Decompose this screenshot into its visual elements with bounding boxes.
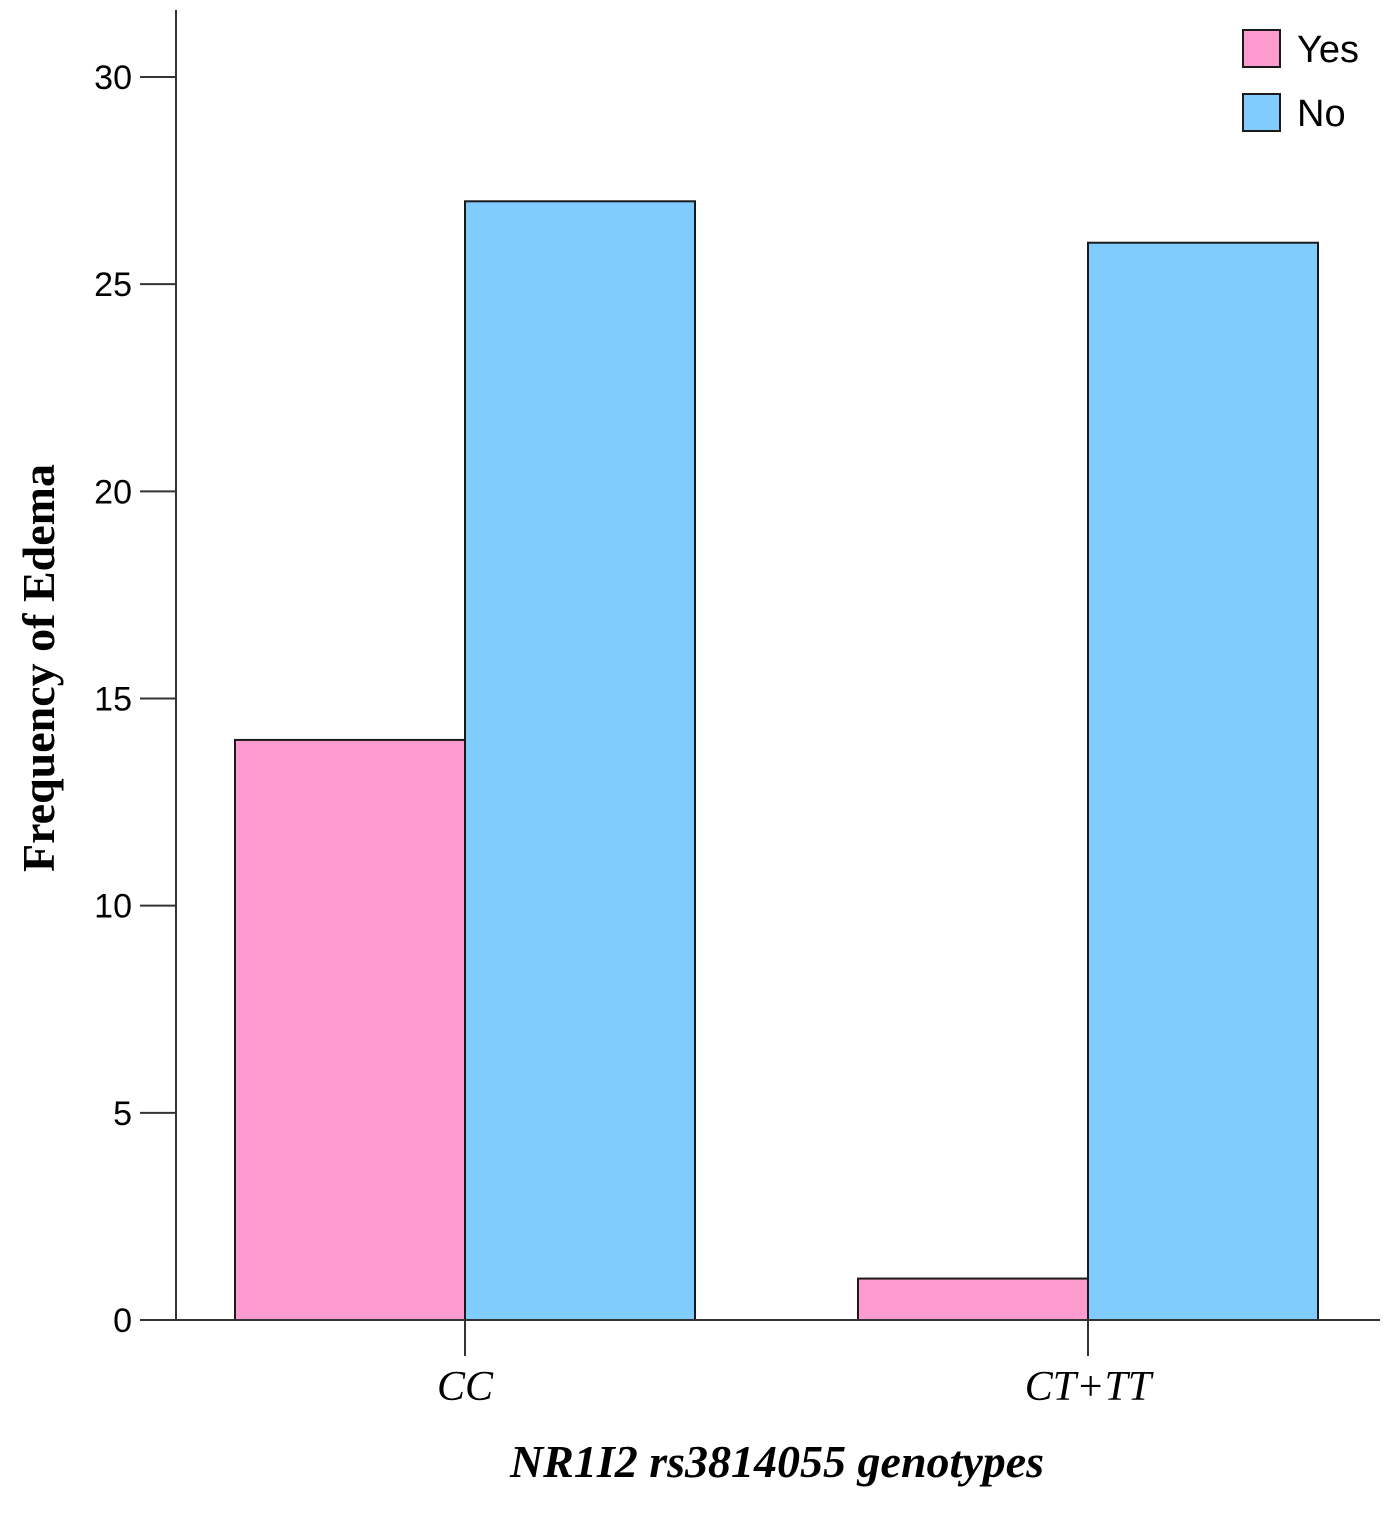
y-axis-title: Frequency of Edema	[13, 464, 64, 872]
legend-label-yes: Yes	[1297, 29, 1359, 71]
y-axis: 0 5 10 15 20 25 30	[94, 10, 177, 1340]
x-axis: CC CT+TT	[176, 1319, 1380, 1410]
y-tick-label: 10	[94, 888, 132, 926]
legend-swatch-no	[1242, 93, 1281, 132]
y-tick-label: 0	[113, 1302, 132, 1340]
bar-ct-tt-yes	[857, 1277, 1089, 1321]
bars-group	[234, 200, 1319, 1322]
legend-label-no: No	[1297, 93, 1346, 135]
x-axis-title: NR1I2 rs3814055 genotypes	[509, 1436, 1044, 1487]
x-tick-label: CT+TT	[1025, 1364, 1154, 1410]
legend-swatch-yes	[1242, 29, 1281, 68]
y-tick-label: 30	[94, 59, 132, 97]
legend: Yes No	[1242, 29, 1359, 135]
bar-cc-yes	[234, 738, 466, 1321]
bar-cc-no	[464, 200, 696, 1321]
y-tick-label: 15	[94, 681, 132, 719]
y-tick-label: 20	[94, 473, 132, 511]
bar-ct-tt-no	[1087, 241, 1319, 1322]
y-tick-label: 5	[113, 1095, 132, 1133]
y-tick-label: 25	[94, 266, 132, 304]
x-tick-label: CC	[437, 1364, 494, 1410]
